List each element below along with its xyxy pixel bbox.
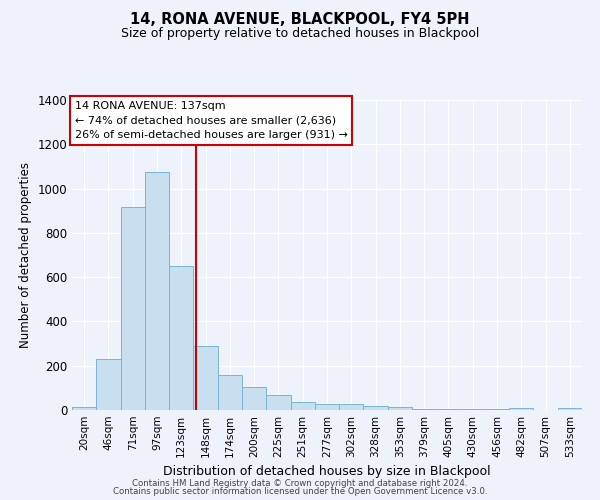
Bar <box>558 408 582 410</box>
Bar <box>315 404 339 410</box>
Bar <box>412 409 436 410</box>
Text: 14 RONA AVENUE: 137sqm
← 74% of detached houses are smaller (2,636)
26% of semi-: 14 RONA AVENUE: 137sqm ← 74% of detached… <box>74 100 347 140</box>
Bar <box>242 387 266 410</box>
Bar <box>96 359 121 410</box>
Bar <box>145 172 169 410</box>
Bar <box>388 406 412 410</box>
Text: 14, RONA AVENUE, BLACKPOOL, FY4 5PH: 14, RONA AVENUE, BLACKPOOL, FY4 5PH <box>130 12 470 28</box>
Bar <box>485 409 509 410</box>
Bar <box>218 374 242 410</box>
Bar <box>339 404 364 410</box>
Y-axis label: Number of detached properties: Number of detached properties <box>19 162 32 348</box>
X-axis label: Distribution of detached houses by size in Blackpool: Distribution of detached houses by size … <box>163 466 491 478</box>
Text: Contains public sector information licensed under the Open Government Licence v3: Contains public sector information licen… <box>113 487 487 496</box>
Text: Contains HM Land Registry data © Crown copyright and database right 2024.: Contains HM Land Registry data © Crown c… <box>132 478 468 488</box>
Bar <box>509 408 533 410</box>
Bar <box>290 402 315 410</box>
Bar <box>461 409 485 410</box>
Bar <box>364 406 388 410</box>
Bar <box>169 266 193 410</box>
Bar <box>193 346 218 410</box>
Bar <box>121 208 145 410</box>
Bar <box>436 409 461 410</box>
Bar <box>266 394 290 410</box>
Text: Size of property relative to detached houses in Blackpool: Size of property relative to detached ho… <box>121 28 479 40</box>
Bar <box>72 406 96 410</box>
